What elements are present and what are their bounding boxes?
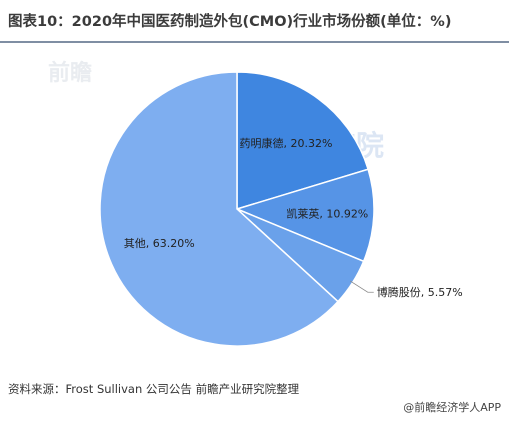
title-divider [0, 41, 509, 43]
source-note: 资料来源：Frost Sullivan 公司公告 前瞻产业研究院整理 [8, 382, 300, 396]
brand-logo: @前瞻经济学人APP [403, 401, 501, 414]
chart-title: 图表10：2020年中国医药制造外包(CMO)行业市场份额(单位：%) [8, 14, 452, 30]
pie-slice-2 [234, 168, 375, 263]
slice-label-1: 药明康德, 20.32% [240, 136, 333, 150]
watermark-top: 前瞻 [48, 61, 93, 86]
slice-label-4: 其他, 63.20% [124, 237, 195, 250]
pie-slice-4 [99, 71, 340, 347]
pie-slice-1 [236, 71, 370, 211]
leader-lines [350, 280, 374, 293]
slice-label-2: 凯莱英, 10.92% [286, 206, 368, 220]
slice-label-3: 博腾股份, 5.57% [377, 285, 463, 299]
leader-line-3 [350, 280, 374, 293]
slice-labels: 药明康德, 20.32% 凯莱英, 10.92% 博腾股份, 5.57% 其他, 63… [124, 136, 463, 299]
pie-slices [99, 71, 375, 347]
